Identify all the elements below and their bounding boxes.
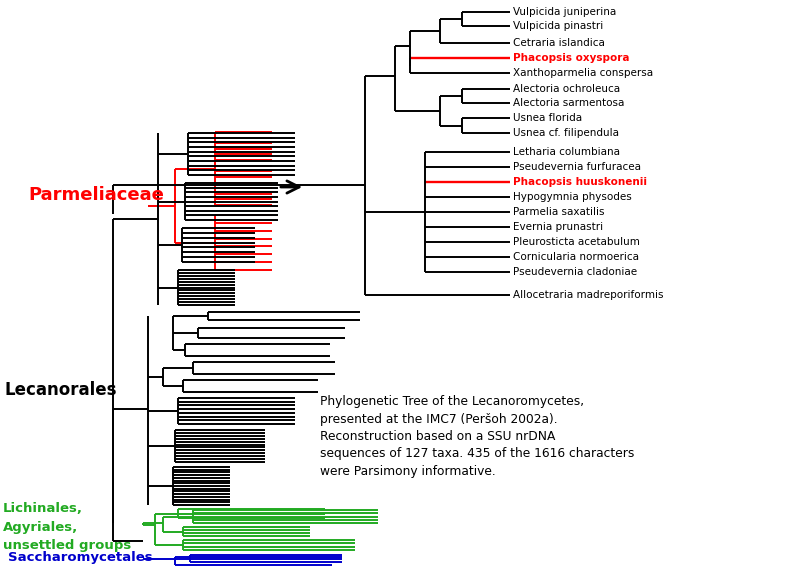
Text: Phacopsis huuskonenii: Phacopsis huuskonenii	[513, 177, 647, 187]
Text: Evernia prunastri: Evernia prunastri	[513, 222, 603, 232]
Text: Alectoria sarmentosa: Alectoria sarmentosa	[513, 98, 624, 108]
Text: Cetraria islandica: Cetraria islandica	[513, 38, 605, 48]
Text: Vulpicida juniperina: Vulpicida juniperina	[513, 7, 616, 17]
Text: Alectoria ochroleuca: Alectoria ochroleuca	[513, 84, 620, 94]
Text: Saccharomycetales: Saccharomycetales	[8, 552, 153, 565]
Text: Lecanorales: Lecanorales	[5, 381, 118, 399]
Text: Parmelia saxatilis: Parmelia saxatilis	[513, 207, 605, 217]
Text: Pseudevernia cladoniae: Pseudevernia cladoniae	[513, 267, 637, 277]
Text: Letharia columbiana: Letharia columbiana	[513, 147, 620, 157]
Text: Usnea cf. filipendula: Usnea cf. filipendula	[513, 128, 619, 138]
Text: Vulpicida pinastri: Vulpicida pinastri	[513, 21, 603, 31]
Text: Allocetraria madreporiformis: Allocetraria madreporiformis	[513, 290, 663, 300]
Text: Usnea florida: Usnea florida	[513, 113, 582, 123]
Text: Hypogymnia physodes: Hypogymnia physodes	[513, 192, 632, 202]
Text: Cornicularia normoerica: Cornicularia normoerica	[513, 252, 639, 262]
Text: Lichinales,
Agyriales,
unsettled groups: Lichinales, Agyriales, unsettled groups	[3, 503, 131, 552]
Text: Phacopsis oxyspora: Phacopsis oxyspora	[513, 53, 630, 63]
Text: Parmeliaceae: Parmeliaceae	[28, 186, 164, 204]
Text: Xanthoparmelia conspersa: Xanthoparmelia conspersa	[513, 68, 653, 78]
Text: Pleurosticta acetabulum: Pleurosticta acetabulum	[513, 237, 640, 247]
Text: Pseudevernia furfuracea: Pseudevernia furfuracea	[513, 162, 641, 172]
Text: Phylogenetic Tree of the Lecanoromycetes,
presented at the IMC7 (Peršoh 2002a).
: Phylogenetic Tree of the Lecanoromycetes…	[320, 395, 634, 478]
